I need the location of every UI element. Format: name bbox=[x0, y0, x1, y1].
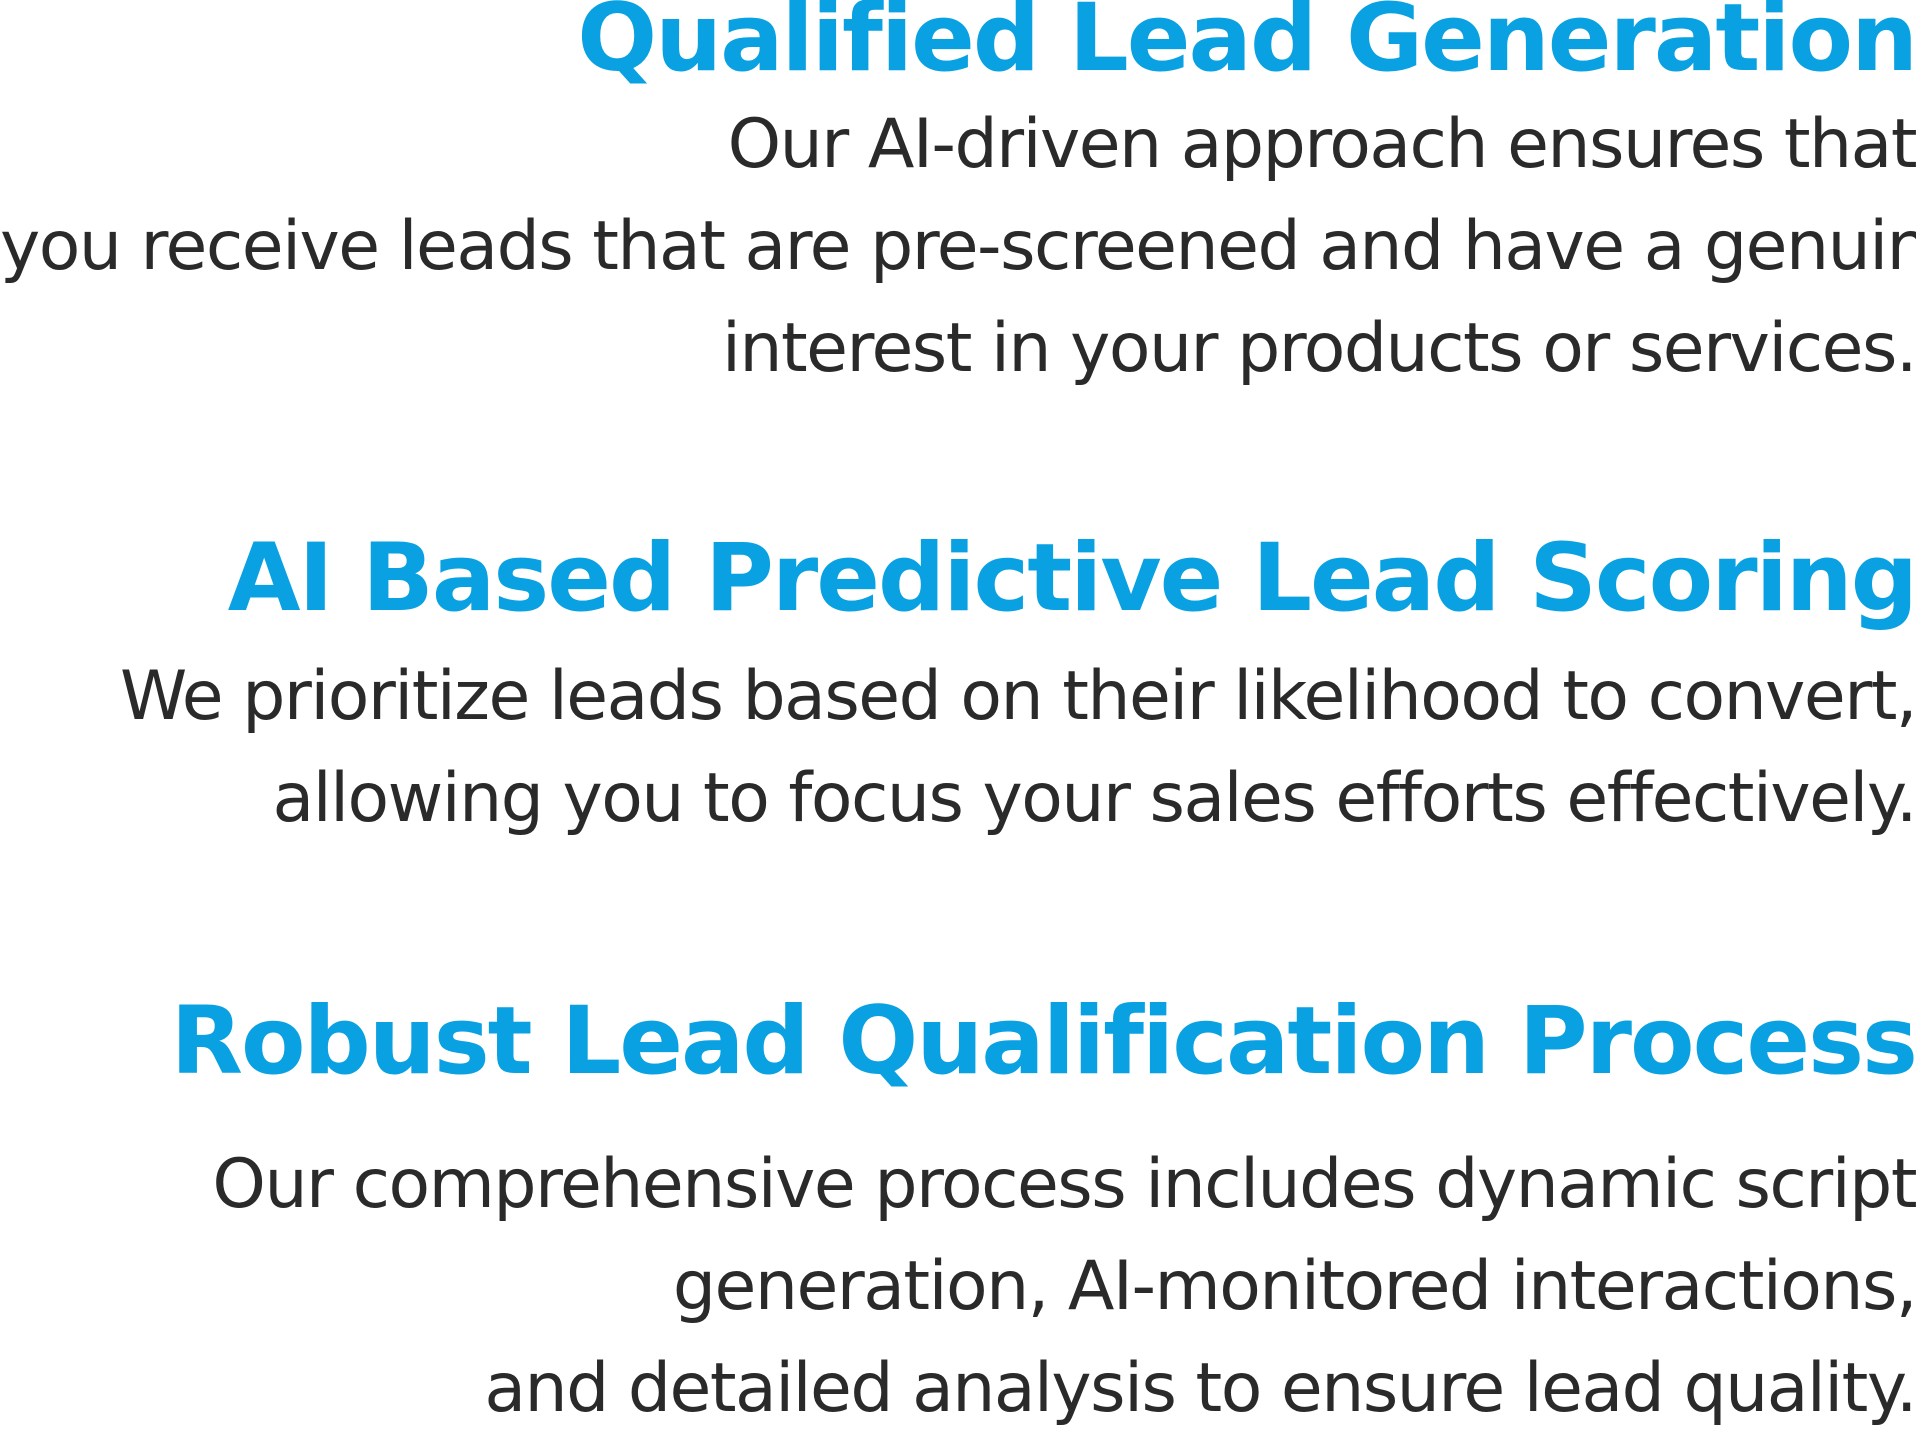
feature-description-line: interest in your products or services. bbox=[722, 309, 1916, 388]
feature-description-line: and detailed analysis to ensure lead qua… bbox=[484, 1349, 1916, 1428]
feature-description: We prioritize leads based on their likel… bbox=[0, 646, 1916, 850]
feature-lead-qualification-process: Robust Lead Qualification Process Our co… bbox=[0, 995, 1916, 1440]
feature-description-line: Our AI-driven approach ensures that bbox=[727, 105, 1916, 184]
feature-description-line: generation, AI-monitored interactions, bbox=[672, 1247, 1916, 1326]
feature-qualified-lead-generation: Qualified Lead Generation Our AI-driven … bbox=[0, 0, 1916, 400]
feature-predictive-lead-scoring: AI Based Predictive Lead Scoring We prio… bbox=[0, 532, 1916, 850]
feature-description-line: you receive leads that are pre-screened … bbox=[0, 207, 1916, 286]
feature-description-line: allowing you to focus your sales efforts… bbox=[272, 759, 1916, 838]
feature-description: Our comprehensive process includes dynam… bbox=[0, 1134, 1916, 1440]
feature-description: Our AI-driven approach ensures that you … bbox=[0, 94, 1916, 400]
feature-description-line: We prioritize leads based on their likel… bbox=[120, 657, 1916, 736]
feature-title: Qualified Lead Generation bbox=[577, 0, 1916, 93]
feature-title: Robust Lead Qualification Process bbox=[170, 987, 1916, 1096]
feature-title: AI Based Predictive Lead Scoring bbox=[227, 524, 1916, 633]
feature-description-line: Our comprehensive process includes dynam… bbox=[212, 1145, 1916, 1224]
